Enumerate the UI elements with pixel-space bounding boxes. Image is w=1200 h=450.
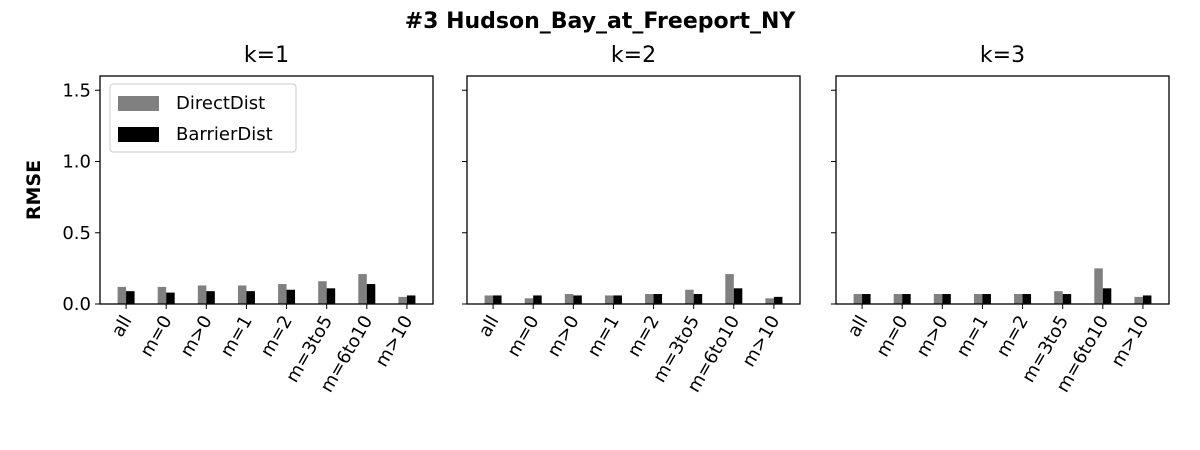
y-axis-label: RMSE xyxy=(23,160,45,220)
panel-title: k=1 xyxy=(244,43,289,68)
x-tick-label: m>10 xyxy=(738,312,784,371)
bar-barrierdist-m=6to10 xyxy=(733,288,743,304)
x-tick-label: m>0 xyxy=(912,312,952,361)
x-tick-label: all xyxy=(108,312,137,341)
bar-directdist-m=2 xyxy=(278,284,287,304)
y-tick-label: 0.0 xyxy=(62,294,91,315)
plot-frame xyxy=(99,75,434,305)
bar-directdist-m=2 xyxy=(645,294,654,304)
legend: DirectDist BarrierDist xyxy=(109,83,297,153)
bar-directdist-m=6to10 xyxy=(725,274,734,304)
bar-barrierdist-m=2 xyxy=(1022,294,1032,304)
bar-barrierdist-m=2 xyxy=(653,294,663,304)
bar-directdist-m>0 xyxy=(197,285,207,304)
bar-directdist-m>10 xyxy=(765,298,774,304)
plot-frame xyxy=(835,75,1170,305)
x-tick-label: m=0 xyxy=(136,312,176,361)
panel-title: k=3 xyxy=(980,43,1025,68)
bar-directdist-m=3to5 xyxy=(1054,291,1063,304)
bar-directdist-m>10 xyxy=(1134,296,1143,304)
x-tick-label: m>0 xyxy=(176,312,216,361)
bar-directdist-m=0 xyxy=(157,286,167,304)
bar-barrierdist-m=3to5 xyxy=(1062,294,1072,304)
x-tick-label: all xyxy=(475,312,504,341)
bar-directdist-m>0 xyxy=(564,294,574,304)
bar-directdist-all xyxy=(853,294,863,304)
bar-directdist-m=2 xyxy=(1014,294,1023,304)
bar-barrierdist-m=3to5 xyxy=(326,288,336,304)
bar-barrierdist-m>0 xyxy=(573,295,582,304)
panel-title: k=2 xyxy=(611,43,656,68)
bar-directdist-m=1 xyxy=(237,285,247,304)
bar-barrierdist-all xyxy=(493,295,502,304)
x-tick-label: m=1 xyxy=(217,312,257,361)
plot-frame xyxy=(466,75,801,305)
legend-swatch-directdist xyxy=(118,96,159,111)
bar-directdist-m=3to5 xyxy=(685,289,694,304)
bar-directdist-m=0 xyxy=(893,294,903,304)
x-tick-label: m>10 xyxy=(1107,312,1153,371)
bar-barrierdist-m>0 xyxy=(206,291,215,304)
legend-swatch-barrierdist xyxy=(118,127,159,142)
bar-directdist-m=0 xyxy=(524,298,534,304)
bar-directdist-m=3to5 xyxy=(318,281,327,304)
x-tick-label: m=2 xyxy=(624,312,664,361)
bar-barrierdist-m=1 xyxy=(613,295,622,304)
y-tick-label: 0.5 xyxy=(62,223,91,244)
x-tick-label: m=0 xyxy=(872,312,912,361)
bar-barrierdist-m=2 xyxy=(286,289,296,304)
bar-barrierdist-m=0 xyxy=(166,292,175,304)
bar-barrierdist-m=6to10 xyxy=(366,284,376,304)
bar-barrierdist-m>10 xyxy=(1142,295,1152,304)
x-tick-label: m=1 xyxy=(953,312,993,361)
bar-directdist-all xyxy=(484,295,494,304)
bar-barrierdist-m=1 xyxy=(982,294,991,304)
bar-directdist-all xyxy=(117,286,127,304)
bar-directdist-m=6to10 xyxy=(1094,268,1103,304)
x-tick-label: m>10 xyxy=(371,312,417,371)
bar-barrierdist-m=0 xyxy=(902,294,911,304)
bar-barrierdist-m>10 xyxy=(773,296,783,304)
bar-directdist-m=1 xyxy=(973,294,983,304)
x-tick-label: m=1 xyxy=(584,312,624,361)
bar-directdist-m=6to10 xyxy=(358,274,367,304)
x-tick-label: all xyxy=(844,312,873,341)
bar-barrierdist-m>0 xyxy=(942,294,951,304)
bar-barrierdist-m=3to5 xyxy=(693,294,703,304)
bar-barrierdist-m=1 xyxy=(246,291,255,304)
chart-title: #3 Hudson_Bay_at_Freeport_NY xyxy=(405,9,797,34)
bar-directdist-m>0 xyxy=(933,294,943,304)
legend-label-directdist: DirectDist xyxy=(176,93,265,114)
x-tick-label: m=2 xyxy=(257,312,297,361)
x-tick-label: m=0 xyxy=(503,312,543,361)
legend-label-barrierdist: BarrierDist xyxy=(176,124,273,145)
bar-barrierdist-all xyxy=(862,294,871,304)
x-tick-label: m=2 xyxy=(993,312,1033,361)
y-tick-label: 1.0 xyxy=(62,152,91,173)
bar-directdist-m=1 xyxy=(604,295,614,304)
bar-barrierdist-m>10 xyxy=(406,295,416,304)
bar-barrierdist-m=0 xyxy=(533,295,542,304)
bar-directdist-m>10 xyxy=(398,296,407,304)
y-tick-label: 1.5 xyxy=(62,80,91,101)
bar-barrierdist-all xyxy=(126,291,135,304)
x-tick-label: m>0 xyxy=(543,312,583,361)
bar-barrierdist-m=6to10 xyxy=(1102,288,1112,304)
